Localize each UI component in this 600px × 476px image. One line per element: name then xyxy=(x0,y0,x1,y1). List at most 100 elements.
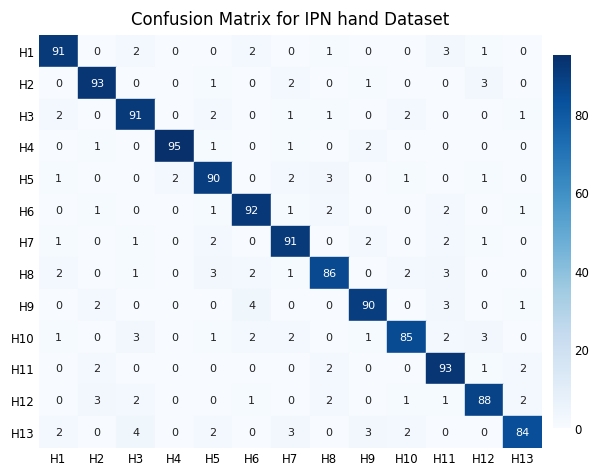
Text: 1: 1 xyxy=(132,237,139,247)
Text: 2: 2 xyxy=(519,364,526,374)
Bar xyxy=(271,68,310,99)
Bar xyxy=(271,131,310,163)
Bar xyxy=(271,163,310,195)
Bar xyxy=(194,36,232,68)
Text: 0: 0 xyxy=(94,237,101,247)
Text: 1: 1 xyxy=(287,142,294,152)
Title: Confusion Matrix for IPN hand Dataset: Confusion Matrix for IPN hand Dataset xyxy=(131,11,449,29)
Bar xyxy=(232,163,271,195)
Text: 92: 92 xyxy=(245,205,259,215)
Text: 0: 0 xyxy=(94,427,101,437)
Bar xyxy=(232,99,271,131)
Text: 0: 0 xyxy=(55,205,62,215)
Bar xyxy=(194,416,232,448)
Text: 3: 3 xyxy=(481,332,487,342)
Bar xyxy=(116,416,155,448)
Bar xyxy=(387,226,426,258)
Text: 0: 0 xyxy=(403,79,410,89)
Bar xyxy=(349,195,387,226)
Text: 0: 0 xyxy=(364,110,371,120)
Text: 2: 2 xyxy=(364,142,371,152)
Bar xyxy=(78,68,116,99)
Text: 0: 0 xyxy=(326,142,332,152)
Text: 3: 3 xyxy=(132,332,139,342)
Text: 0: 0 xyxy=(171,300,178,310)
Bar xyxy=(155,36,194,68)
Bar xyxy=(310,321,349,353)
Bar xyxy=(503,195,542,226)
Text: 0: 0 xyxy=(132,142,139,152)
Text: 0: 0 xyxy=(326,332,332,342)
Bar xyxy=(426,226,464,258)
Bar xyxy=(78,353,116,385)
Bar xyxy=(271,321,310,353)
Bar xyxy=(39,36,78,68)
Text: 0: 0 xyxy=(403,142,410,152)
Bar xyxy=(387,385,426,416)
Bar xyxy=(116,99,155,131)
Text: 1: 1 xyxy=(481,174,487,184)
Text: 1: 1 xyxy=(132,268,139,278)
Bar xyxy=(464,353,503,385)
Bar xyxy=(310,68,349,99)
Text: 0: 0 xyxy=(481,300,487,310)
Bar xyxy=(39,289,78,321)
Bar xyxy=(116,195,155,226)
Bar xyxy=(194,226,232,258)
Bar xyxy=(194,163,232,195)
Bar xyxy=(155,385,194,416)
Bar xyxy=(232,68,271,99)
Text: 0: 0 xyxy=(248,237,256,247)
Bar xyxy=(426,163,464,195)
Text: 0: 0 xyxy=(55,79,62,89)
Bar xyxy=(271,385,310,416)
Bar xyxy=(349,131,387,163)
Text: 1: 1 xyxy=(209,205,217,215)
Bar xyxy=(39,195,78,226)
Bar xyxy=(426,289,464,321)
Text: 84: 84 xyxy=(515,427,530,437)
Bar xyxy=(78,289,116,321)
Bar xyxy=(232,321,271,353)
Bar xyxy=(426,68,464,99)
Bar xyxy=(349,321,387,353)
Text: 2: 2 xyxy=(364,237,371,247)
Text: 0: 0 xyxy=(364,268,371,278)
Text: 2: 2 xyxy=(248,332,256,342)
Bar xyxy=(155,68,194,99)
Bar xyxy=(232,131,271,163)
Text: 1: 1 xyxy=(442,395,449,405)
Bar xyxy=(387,258,426,289)
Text: 1: 1 xyxy=(287,205,294,215)
Text: 0: 0 xyxy=(171,268,178,278)
Bar xyxy=(426,99,464,131)
Bar xyxy=(426,195,464,226)
Text: 0: 0 xyxy=(442,142,449,152)
Bar xyxy=(464,385,503,416)
Text: 3: 3 xyxy=(442,300,449,310)
Bar xyxy=(155,226,194,258)
Bar xyxy=(310,385,349,416)
Text: 0: 0 xyxy=(171,332,178,342)
Bar xyxy=(387,36,426,68)
Bar xyxy=(78,131,116,163)
Bar xyxy=(232,416,271,448)
Text: 2: 2 xyxy=(403,268,410,278)
Text: 1: 1 xyxy=(209,332,217,342)
Bar xyxy=(78,226,116,258)
Bar xyxy=(39,385,78,416)
Text: 2: 2 xyxy=(326,364,333,374)
Bar xyxy=(426,36,464,68)
Bar xyxy=(349,289,387,321)
Bar xyxy=(310,99,349,131)
Text: 0: 0 xyxy=(248,110,256,120)
Text: 1: 1 xyxy=(481,364,487,374)
Text: 0: 0 xyxy=(209,300,217,310)
Text: 0: 0 xyxy=(364,395,371,405)
Bar xyxy=(232,289,271,321)
Text: 2: 2 xyxy=(287,79,294,89)
Bar xyxy=(78,163,116,195)
Bar xyxy=(78,416,116,448)
Bar xyxy=(39,99,78,131)
Bar xyxy=(194,99,232,131)
